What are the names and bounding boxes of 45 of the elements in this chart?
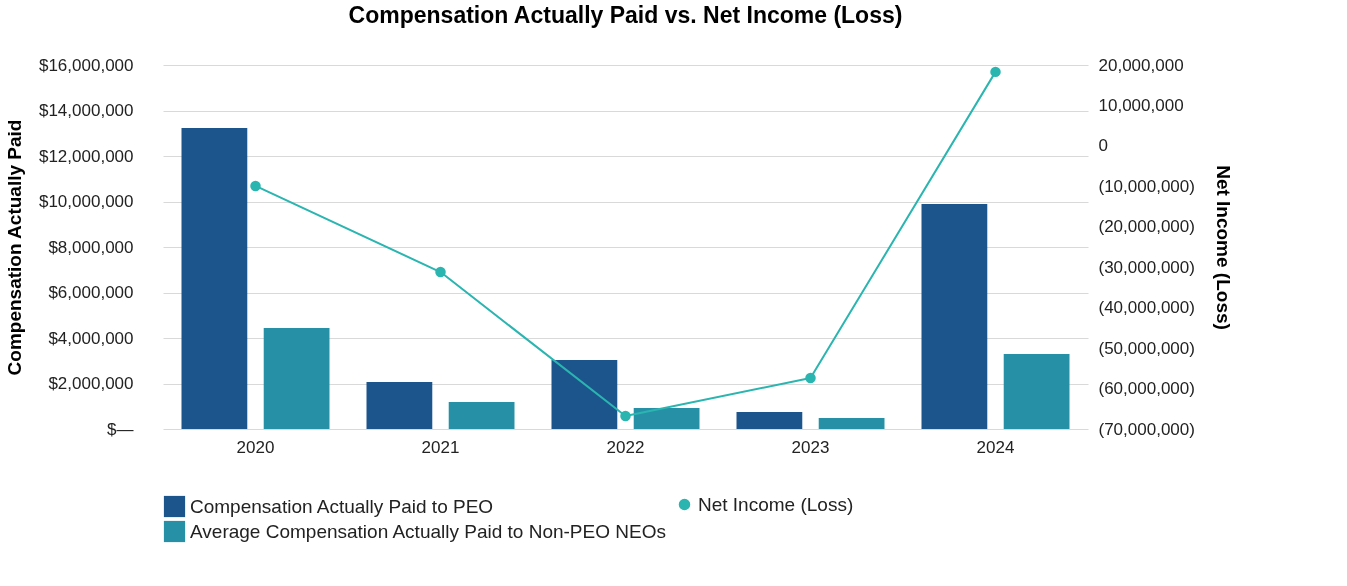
- y2-axis-title: Net Income (Loss): [1212, 165, 1234, 330]
- y2-tick-label: 0: [1098, 136, 1108, 156]
- point: [620, 410, 631, 422]
- bar: [366, 381, 433, 429]
- y2-tick-label: (30,000,000): [1098, 257, 1195, 277]
- y2-tick-label: (10,000,000): [1098, 176, 1195, 196]
- y-tick-label: $12,000,000: [38, 146, 134, 166]
- bar: [263, 327, 330, 429]
- bar: [181, 128, 248, 429]
- point: [805, 372, 816, 384]
- y2-tick-label: 10,000,000: [1098, 95, 1184, 115]
- chart-title: Compensation Actually Paid vs. Net Income (Loss): [348, 2, 903, 28]
- x-tick-label: 2022: [606, 437, 645, 457]
- point: [990, 66, 1001, 78]
- y-tick-label: $16,000,000: [38, 55, 134, 75]
- legend-label: Net Income (Loss): [698, 493, 854, 515]
- x-tick-label: 2021: [421, 437, 460, 457]
- bar: [921, 204, 988, 429]
- y-tick-label: $8,000,000: [48, 237, 134, 257]
- bar: [551, 360, 618, 429]
- bar: [736, 411, 803, 429]
- point: [250, 180, 261, 192]
- bar: [818, 418, 885, 429]
- y2-tick-label: (70,000,000): [1098, 419, 1195, 439]
- x-tick-label: 2020: [236, 437, 275, 457]
- y-tick-label: $10,000,000: [38, 192, 134, 211]
- y-tick-label: $6,000,000: [48, 283, 134, 302]
- y-tick-label: $14,000,000: [38, 101, 134, 120]
- legend-label: Average Compensation Actually Paid to Non-PEO NEOs: [190, 520, 666, 542]
- point: [435, 266, 446, 278]
- legend-label: Compensation Actually Paid to PEO: [190, 495, 494, 517]
- y2-tick-label: 20,000,000: [1098, 55, 1184, 75]
- bar: [1003, 353, 1070, 429]
- y2-tick-label: (40,000,000): [1098, 298, 1195, 318]
- bar: [448, 401, 515, 429]
- y2-tick-label: (60,000,000): [1098, 379, 1195, 399]
- x-tick-label: 2023: [791, 437, 830, 457]
- y2-tick-label: (50,000,000): [1098, 338, 1195, 358]
- y-tick-label: $4,000,000: [48, 328, 134, 348]
- y2-tick-label: (20,000,000): [1098, 217, 1195, 237]
- bar: [633, 408, 700, 429]
- y-tick-label: $2,000,000: [48, 374, 134, 393]
- y-tick-label: $—: [107, 419, 134, 439]
- x-tick-label: 2024: [976, 437, 1015, 457]
- y-axis-title: Compensation Actually Paid: [3, 119, 25, 376]
